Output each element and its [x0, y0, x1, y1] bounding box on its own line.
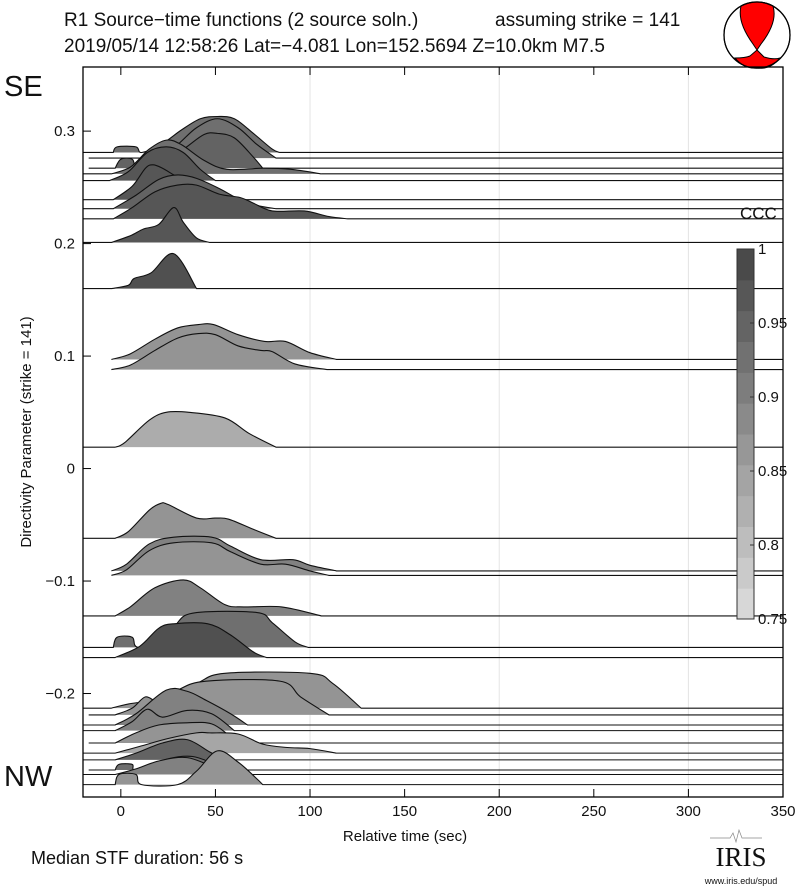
colorbar-band	[737, 310, 754, 342]
x-tick-label: 250	[581, 803, 606, 820]
stf-line	[83, 502, 783, 539]
x-tick-label: 50	[207, 803, 224, 820]
plot-frame	[82, 66, 784, 798]
colorbar-band	[737, 341, 754, 373]
iris-logo: IRIS www.iris.edu/spud	[704, 828, 778, 886]
colorbar-tick-label: 0.8	[758, 537, 779, 554]
stf-line	[83, 622, 783, 659]
colorbar-band	[737, 526, 754, 558]
stf-line	[83, 115, 783, 154]
colorbar-label: CCC	[740, 204, 777, 223]
stf-trace	[83, 750, 783, 787]
stf-line	[83, 146, 783, 182]
stf-trace	[83, 622, 783, 659]
stf-fill	[115, 622, 267, 658]
stf-line	[111, 323, 783, 360]
y-tick-label: 0.2	[54, 236, 75, 253]
stf-fill	[115, 411, 276, 448]
colorbar-tick-label: 0.85	[758, 463, 787, 480]
beachball-icon	[723, 1, 791, 69]
colorbar-band	[737, 434, 754, 466]
colorbar-band	[737, 464, 754, 497]
median-duration: Median STF duration: 56 s	[31, 848, 243, 868]
colorbar-band	[737, 557, 754, 589]
title-line-2: 2019/05/14 12:58:26 Lat=−4.081 Lon=152.5…	[64, 36, 605, 57]
iris-url: www.iris.edu/spud	[704, 876, 778, 886]
stf-line	[111, 332, 783, 371]
iris-logo-text: IRIS	[715, 842, 766, 872]
stf-fill	[111, 207, 210, 243]
stf-trace	[83, 502, 783, 539]
stf-trace	[83, 183, 783, 220]
colorbar-band	[737, 249, 754, 281]
stf-line	[83, 183, 783, 220]
stf-line	[83, 139, 783, 175]
stf-line	[83, 410, 783, 448]
stf-trace	[83, 207, 783, 244]
colorbar-band	[737, 495, 754, 527]
stf-trace	[83, 146, 783, 182]
stf-fill	[115, 502, 276, 539]
colorbar-tick-label: 0.9	[758, 389, 779, 406]
stf-line	[83, 731, 783, 754]
colorbar-tick-label: 0.95	[758, 315, 787, 332]
nw-label: NW	[4, 761, 53, 793]
stf-trace	[111, 332, 783, 371]
colorbar-band	[737, 279, 754, 312]
stf-line	[83, 579, 783, 617]
colorbar-frame	[736, 248, 755, 620]
se-label: SE	[4, 71, 43, 103]
stf-line	[111, 535, 783, 572]
x-tick-label: 100	[298, 803, 323, 820]
stf-fill	[109, 146, 216, 181]
stf-line	[83, 750, 783, 787]
x-tick-label: 300	[676, 803, 701, 820]
x-tick-label: 150	[392, 803, 417, 820]
stf-fill	[111, 333, 328, 370]
stf-line	[83, 708, 783, 732]
stf-line	[83, 671, 783, 709]
stf-trace	[111, 541, 783, 576]
stf-fill	[115, 579, 322, 616]
y-tick-label: −0.1	[45, 573, 75, 590]
stf-line	[83, 610, 783, 651]
strike-note: assuming strike = 141	[495, 10, 680, 31]
y-tick-label: 0.3	[54, 123, 75, 140]
x-axis-label: Relative time (sec)	[343, 828, 467, 845]
colorbar-band	[737, 372, 754, 404]
stf-fill	[111, 541, 329, 576]
x-tick-label: 350	[770, 803, 795, 820]
colorbar-band	[737, 588, 754, 620]
colorbar-band	[737, 403, 754, 435]
stf-line	[111, 541, 783, 576]
stf-trace	[83, 410, 783, 448]
colorbar-tick-label: 1	[758, 241, 766, 258]
stf-line	[83, 207, 783, 244]
stf-line	[83, 687, 783, 726]
stf-trace	[83, 579, 783, 617]
y-tick-label: −0.2	[45, 686, 75, 703]
stf-line	[83, 253, 783, 290]
colorbar-tick-label: 0.75	[758, 611, 787, 628]
y-axis-label: Directivity Parameter (strike = 141)	[18, 316, 35, 547]
title-line-1: R1 Source−time functions (2 source soln.…	[64, 10, 418, 31]
y-tick-label: 0.1	[54, 348, 75, 365]
y-tick-label: 0	[67, 461, 75, 478]
stf-fill	[115, 750, 263, 787]
x-tick-label: 200	[487, 803, 512, 820]
x-tick-label: 0	[117, 803, 125, 820]
stf-trace	[83, 253, 783, 290]
